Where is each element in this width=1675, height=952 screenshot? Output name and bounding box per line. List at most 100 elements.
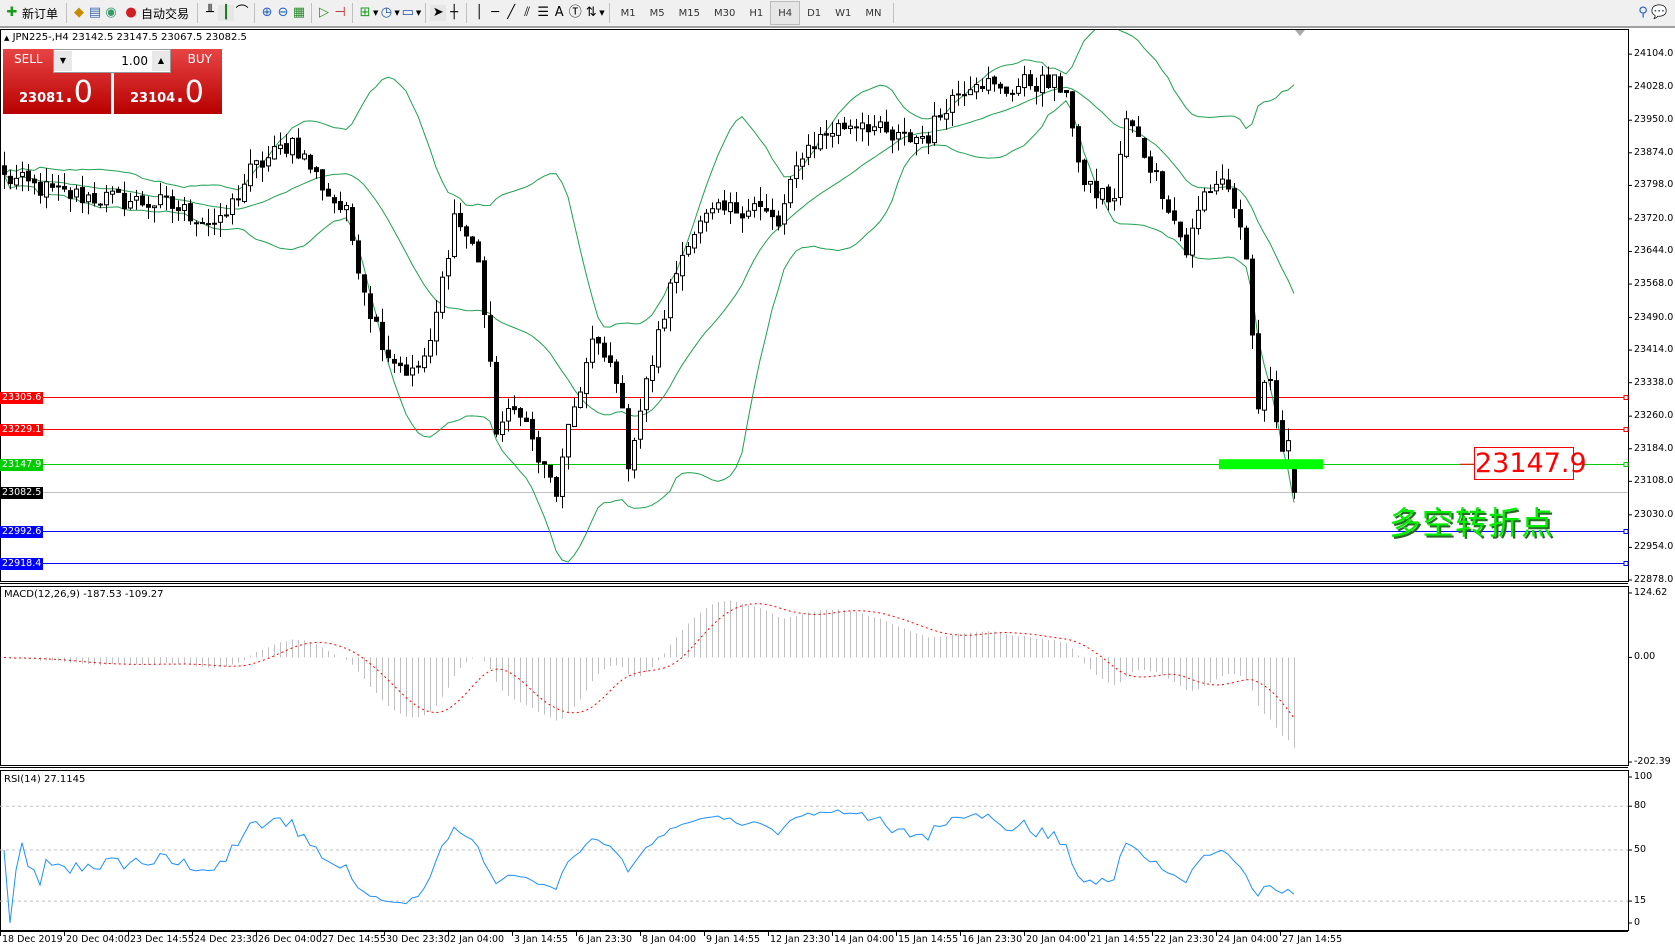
bullish-candle [650, 364, 655, 381]
new-order-label: 新订单 [22, 6, 59, 21]
bearish-candle [512, 406, 517, 411]
dropdown-arrow-icon[interactable]: ▼ [394, 9, 400, 17]
bullish-candle [434, 311, 439, 342]
timeframe-h4[interactable]: H4 [770, 1, 801, 25]
bullish-candle [800, 158, 805, 167]
timeframe-w1[interactable]: W1 [835, 7, 852, 19]
time-axis-label: 30 Dec 23:30 [386, 934, 450, 945]
timeframe-m30[interactable]: M30 [713, 7, 736, 19]
auto-scroll-icon[interactable]: ▷ [319, 5, 330, 20]
time-axis-label: 24 Jan 04:00 [1218, 934, 1279, 945]
candlestick-icon[interactable]: ┃ [218, 5, 235, 21]
bearish-candle [482, 260, 487, 315]
bullish-candle [704, 212, 709, 223]
bearish-candle [326, 188, 331, 197]
time-axis-label: 20 Dec 04:00 [66, 934, 130, 945]
timeframe-h1[interactable]: H1 [749, 7, 764, 19]
lot-increase-button[interactable]: ▲ [152, 51, 170, 71]
bullish-candle [686, 246, 691, 255]
dropdown-arrow-icon[interactable]: ▼ [415, 9, 422, 17]
bullish-candle [860, 122, 865, 130]
dropdown-arrow-icon[interactable]: ▼ [373, 9, 379, 17]
bearish-candle [320, 169, 325, 191]
timeframe-d1[interactable]: D1 [807, 7, 822, 19]
bullish-candle [944, 113, 949, 120]
bearish-candle [356, 240, 361, 274]
bearish-candle [1292, 466, 1297, 493]
bollinger-middle-band [3, 86, 1295, 417]
bearish-candle [404, 364, 409, 376]
chart-shift-icon[interactable]: ⊣ [334, 5, 346, 20]
timeframe-m1[interactable]: M1 [620, 7, 636, 19]
toolbar-separator [66, 3, 68, 23]
chart-ohlc-label: JPN225-,H4 23142.5 23147.5 23067.5 23082… [12, 32, 247, 43]
bearish-candle [1256, 333, 1261, 410]
bar-chart-icon[interactable]: ╨ [206, 5, 214, 20]
bullish-candle [668, 282, 673, 319]
text-label-icon[interactable]: Ⓣ [568, 5, 582, 20]
indicators-icon[interactable]: ⊞ [359, 5, 371, 20]
lot-decrease-button[interactable]: ▼ [54, 51, 72, 71]
trendline-icon[interactable]: ╱ [507, 5, 516, 20]
line-chart-icon[interactable]: ⌒ [235, 5, 249, 20]
dropdown-arrow-icon[interactable]: ▼ [599, 9, 605, 17]
bearish-candle [368, 293, 373, 320]
bearish-candle [536, 437, 541, 463]
market-watch-icon[interactable]: ◆ [74, 5, 85, 20]
horizontal-line-icon[interactable]: ─ [491, 5, 500, 20]
bullish-candle [656, 329, 661, 368]
bullish-candle [254, 160, 259, 165]
collapse-arrow-icon[interactable]: ▲ [4, 34, 10, 42]
bearish-candle [308, 154, 313, 170]
zoom-out-icon[interactable]: ⊖ [277, 5, 289, 20]
cursor-icon[interactable]: ➤ [430, 5, 447, 21]
bullish-candle [416, 365, 421, 368]
new-order-button[interactable]: ✚ 新订单 [0, 2, 62, 24]
bullish-candle [914, 136, 919, 144]
periods-clock-icon[interactable]: ◷ [380, 5, 393, 20]
tile-windows-icon[interactable]: ▦ [292, 5, 306, 20]
crosshair-icon[interactable]: ┼ [450, 5, 459, 20]
price-annotation-box[interactable]: 23147.9 [1474, 447, 1587, 480]
bearish-candle [866, 124, 871, 133]
text-icon[interactable]: A [554, 5, 564, 20]
time-axis-label: 14 Jan 04:00 [834, 934, 895, 945]
bearish-candle [68, 190, 73, 199]
price-axis-label: 22878.0 [1634, 573, 1674, 585]
bearish-candle [1058, 76, 1063, 93]
bullish-candle [302, 153, 307, 160]
toolbar-separator [466, 3, 468, 23]
fibonacci-icon[interactable]: ☰ [537, 5, 550, 20]
zoom-in-icon[interactable]: ⊕ [261, 5, 273, 20]
bearish-candle [386, 349, 391, 359]
templates-icon[interactable]: ▭ [401, 5, 414, 20]
toolbar-separator [425, 3, 427, 23]
time-axis-label: 21 Jan 14:55 [1090, 934, 1151, 945]
lot-size-input[interactable] [72, 54, 152, 68]
level-handle [1623, 529, 1629, 534]
rsi-axis-label: 80 [1634, 800, 1647, 812]
bullish-candle [1196, 209, 1201, 230]
buy-price-main: 23104 [130, 91, 176, 106]
search-icon[interactable]: ⚲ [1638, 5, 1648, 20]
timeframe-m15[interactable]: M15 [678, 7, 700, 19]
macd-axis-label: 0.00 [1634, 651, 1656, 663]
chat-icon[interactable]: 💬 [1651, 5, 1668, 20]
bearish-candle [170, 196, 175, 209]
navigator-icon[interactable]: ▤ [88, 5, 102, 20]
auto-trading-button[interactable]: ● 自动交易 [119, 2, 193, 24]
bullish-candle [932, 115, 937, 144]
arrows-icon[interactable]: ⇅ [585, 5, 597, 20]
reversal-point-text[interactable]: 多空转折点 [1389, 504, 1555, 542]
signal-icon[interactable]: ◉ [105, 5, 117, 20]
vertical-line-icon[interactable]: │ [475, 5, 484, 20]
equidistant-channel-icon[interactable]: ⫽ [524, 5, 531, 20]
bearish-candle [494, 361, 499, 435]
price-axis-label: 23568.0 [1634, 278, 1674, 290]
bullish-candle [1220, 178, 1225, 185]
bullish-candle [680, 254, 685, 277]
timeframe-mn[interactable]: MN [865, 7, 882, 19]
bullish-candle [182, 204, 187, 211]
timeframe-m5[interactable]: M5 [649, 7, 665, 19]
